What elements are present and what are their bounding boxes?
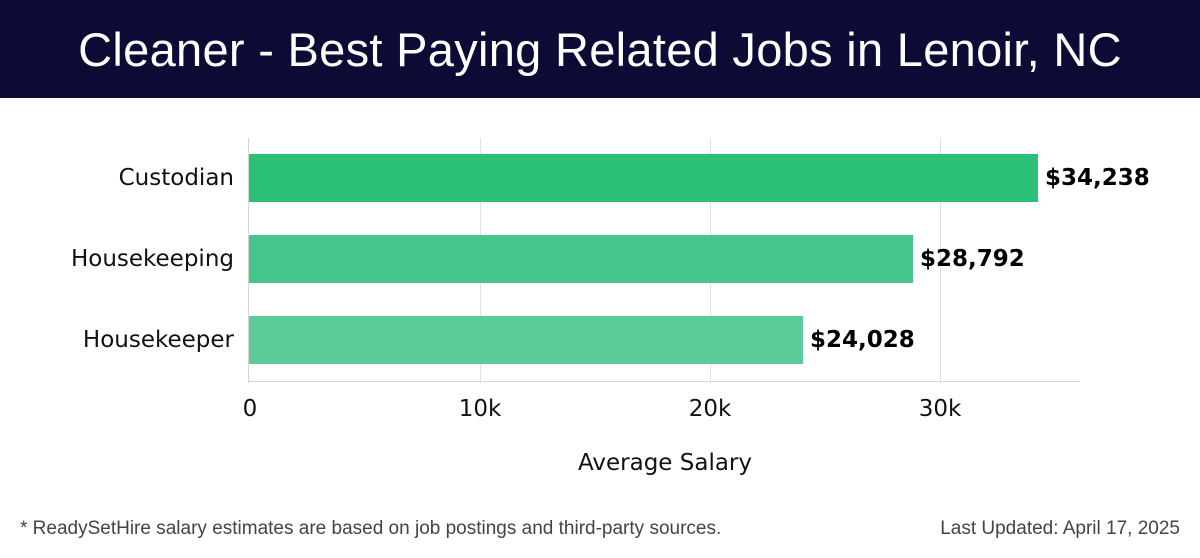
bar-housekeeper <box>249 316 803 364</box>
value-label: $28,792 <box>920 246 1025 272</box>
value-label: $24,028 <box>810 327 915 353</box>
gridline-30k <box>940 138 941 383</box>
y-axis-line <box>248 138 249 383</box>
x-axis-title: Average Salary <box>577 450 753 476</box>
bar-custodian <box>249 154 1038 202</box>
category-label: Custodian <box>118 165 234 191</box>
x-axis-line <box>249 381 1080 382</box>
x-tick-label: 20k <box>688 396 732 422</box>
chart-header: Cleaner - Best Paying Related Jobs in Le… <box>0 0 1200 98</box>
category-label: Housekeeping <box>70 246 234 272</box>
chart-title: Cleaner - Best Paying Related Jobs in Le… <box>78 22 1122 76</box>
bar-housekeeping <box>249 235 913 283</box>
value-label: $34,238 <box>1045 165 1150 191</box>
x-tick-label: 10k <box>458 396 502 422</box>
x-tick-label: 0 <box>242 396 258 422</box>
last-updated: Last Updated: April 17, 2025 <box>940 518 1180 539</box>
footer-note: * ReadySetHire salary estimates are base… <box>20 518 722 539</box>
x-tick-label: 30k <box>918 396 962 422</box>
category-label: Housekeeper <box>82 327 234 353</box>
bar-chart: Custodian $34,238 Housekeeping $28,792 H… <box>0 98 1200 498</box>
